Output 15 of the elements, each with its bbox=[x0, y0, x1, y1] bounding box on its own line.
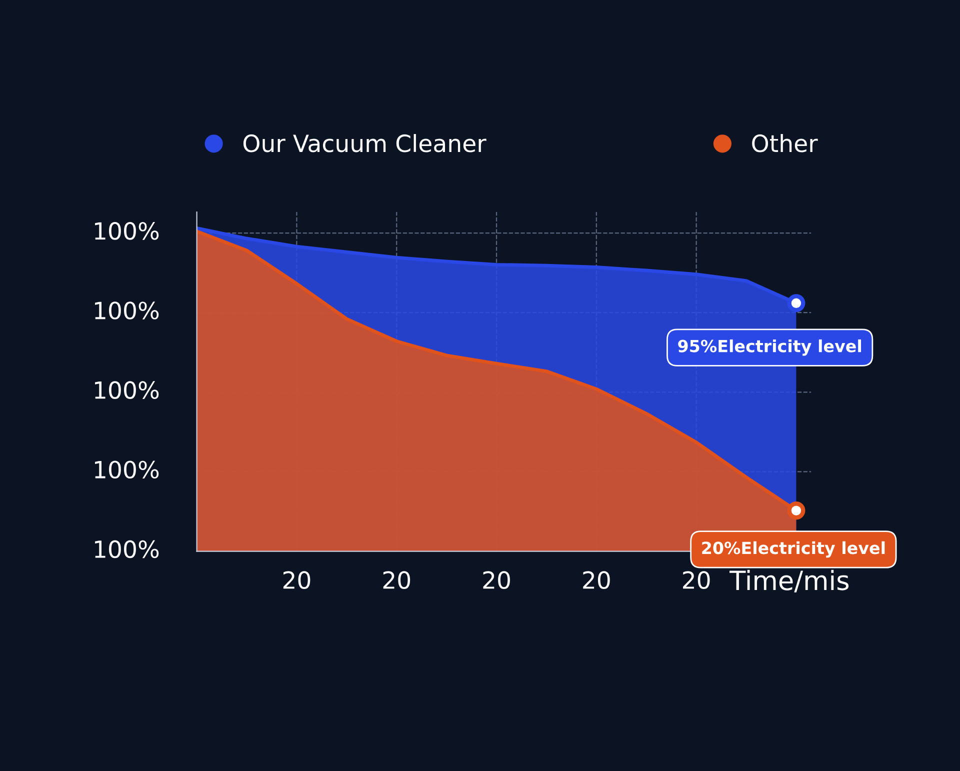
x-tick-label: 20 bbox=[483, 571, 510, 589]
x-tick-label: 20 bbox=[283, 571, 310, 589]
legend-label: Other bbox=[752, 134, 818, 152]
annotation: 95%Electricity level bbox=[678, 339, 862, 356]
x-tick-label: 20 bbox=[683, 571, 710, 589]
legend-label: Our Vacuum Cleaner bbox=[243, 134, 486, 152]
text: 100% bbox=[95, 302, 159, 320]
text: 100% bbox=[95, 460, 159, 479]
x-axis-title: Time/mis bbox=[730, 570, 849, 592]
x-tick-label: 20 bbox=[583, 571, 610, 589]
annotation: 20%Electricity level bbox=[702, 541, 885, 558]
text: 100% bbox=[95, 381, 159, 399]
x-tick-label: 20 bbox=[383, 571, 410, 589]
text: 100% bbox=[95, 222, 159, 240]
text: 100% bbox=[95, 540, 159, 558]
